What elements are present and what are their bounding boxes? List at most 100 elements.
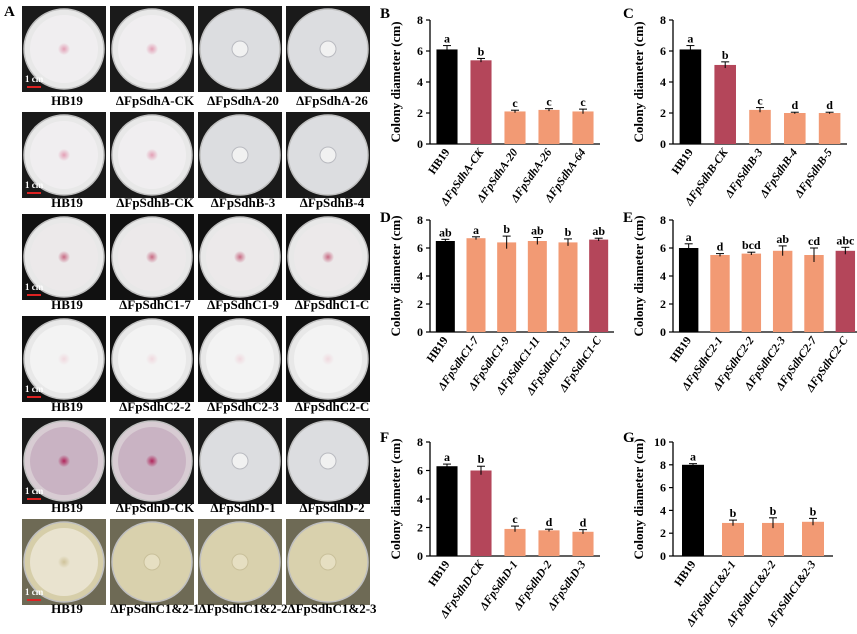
x-tick-label: HB19 xyxy=(426,147,452,177)
plate-caption-row: HB19 ΔFpSdhC1-7 ΔFpSdhC1-9 ΔFpSdhC1-C xyxy=(22,297,370,313)
significance-letter: a xyxy=(444,32,450,46)
colony-plate-photo xyxy=(198,418,282,504)
bar xyxy=(538,109,560,144)
bar-chart-panel: F 0 2 4 6 8 Colony diameter (cm) a HB19 b ΔFpSdhD-… xyxy=(378,428,606,634)
y-tick-label: 0 xyxy=(417,137,423,151)
y-tick-label: 2 xyxy=(660,526,666,540)
plate-caption-row: HB19 ΔFpSdhA-CK ΔFpSdhA-20 ΔFpSdhA-26 xyxy=(22,93,370,109)
plate-caption-row: HB19 ΔFpSdhD-CK ΔFpSdhD-1 ΔFpSdhD-2 xyxy=(22,500,370,516)
panel-letter: C xyxy=(623,6,634,22)
scale-bar xyxy=(27,294,41,296)
x-tick-label: HB19 xyxy=(426,559,452,589)
colony-plate-photo xyxy=(286,418,370,504)
x-tick-label: HB19 xyxy=(672,559,698,589)
strain-label: ΔFpSdhC2-2 xyxy=(119,399,191,414)
colony-plate-photo xyxy=(198,112,282,198)
bar xyxy=(818,113,841,144)
significance-letter: a xyxy=(690,450,696,464)
plate-row: 1 cm xyxy=(22,519,370,605)
bar xyxy=(436,49,458,145)
significance-letter: d xyxy=(546,515,553,529)
scale-bar xyxy=(27,192,41,194)
significance-letter: a xyxy=(687,32,693,46)
y-tick-label: 10 xyxy=(654,435,666,449)
scale-bar xyxy=(27,599,41,601)
y-axis-label: Colony diameter (cm) xyxy=(631,215,646,336)
y-tick-label: 2 xyxy=(417,106,423,120)
y-tick-label: 0 xyxy=(660,325,666,339)
panel-letter: E xyxy=(623,210,633,226)
significance-letter: a xyxy=(686,230,692,244)
strain-label: ΔFpSdhC1&2-2 xyxy=(198,601,288,616)
strain-label: ΔFpSdhC2-3 xyxy=(207,399,279,414)
significance-letter: ab xyxy=(776,232,789,246)
plate-row: 1 cm xyxy=(22,112,370,198)
y-tick-label: 6 xyxy=(417,464,423,478)
plate-caption-row: HB19 ΔFpSdhB-CK ΔFpSdhB-3 ΔFpSdhB-4 xyxy=(22,195,370,211)
significance-letter: a xyxy=(473,223,479,237)
colony-plate-photo: 1 cm xyxy=(22,519,106,605)
bar xyxy=(762,522,784,556)
bar-chart-panel: D 0 2 4 6 8 Colony diameter (cm) ab HB19 a ΔFpSdhC… xyxy=(378,208,620,410)
x-tick-label: HB19 xyxy=(425,335,451,365)
colony-plate-photo xyxy=(286,316,370,402)
panel-letter: D xyxy=(380,210,391,226)
colony-plate-photo xyxy=(286,214,370,300)
y-tick-label: 2 xyxy=(417,521,423,535)
bar-chart-panel: B 0 2 4 6 8 Colony diameter (cm) a HB19 b ΔFpSdhA-… xyxy=(378,4,606,222)
bar xyxy=(589,239,609,332)
y-tick-label: 4 xyxy=(660,503,666,517)
y-tick-label: 0 xyxy=(417,325,423,339)
bar-chart-panel: G 0 2 4 6 8 10 Colony diameter (cm) a HB19 b ΔFpSdh… xyxy=(621,428,839,634)
significance-letter: c xyxy=(546,95,552,109)
colony-plate-photo: 1 cm xyxy=(22,6,106,92)
significance-letter: cd xyxy=(808,234,820,248)
significance-letter: b xyxy=(478,452,485,466)
bar xyxy=(538,530,560,556)
strain-label: ΔFpSdhA-CK xyxy=(115,93,195,108)
scale-bar-label: 1 cm xyxy=(25,587,44,597)
y-tick-label: 6 xyxy=(660,44,666,58)
significance-letter: b xyxy=(810,504,817,518)
colony-plate-photo xyxy=(198,316,282,402)
y-tick-label: 6 xyxy=(417,44,423,58)
bar xyxy=(470,60,492,144)
strain-label: HB19 xyxy=(51,297,83,312)
y-axis-label: Colony diameter (cm) xyxy=(388,21,403,142)
y-tick-label: 2 xyxy=(660,106,666,120)
bar xyxy=(572,531,594,556)
significance-letter: abc xyxy=(836,233,855,247)
colony-plate-photo xyxy=(110,6,194,92)
significance-letter: c xyxy=(757,94,763,108)
y-axis-label: Colony diameter (cm) xyxy=(388,438,403,559)
colony-plate-photo: 1 cm xyxy=(22,112,106,198)
strain-label: ΔFpSdhD-CK xyxy=(115,500,195,515)
y-axis-label: Colony diameter (cm) xyxy=(388,215,403,336)
plate-row: 1 cm xyxy=(22,316,370,402)
strain-label: ΔFpSdhC1-9 xyxy=(207,297,279,312)
bar xyxy=(558,242,578,332)
bar xyxy=(504,111,526,144)
bar-chart-panel: C 0 2 4 6 8 Colony diameter (cm) a HB19 b ΔFpSdhB-… xyxy=(621,4,853,222)
significance-letter: c xyxy=(512,96,518,110)
significance-letter: c xyxy=(512,512,518,526)
bar xyxy=(722,522,744,556)
colony-plate-photo: 1 cm xyxy=(22,418,106,504)
bar xyxy=(678,248,699,332)
strain-label: ΔFpSdhB-CK xyxy=(116,195,194,210)
strain-label: ΔFpSdhD-2 xyxy=(299,500,365,515)
significance-letter: b xyxy=(478,44,485,58)
significance-letter: b xyxy=(565,225,572,239)
strain-label: HB19 xyxy=(51,601,83,616)
bar xyxy=(772,250,793,332)
bar xyxy=(466,238,486,332)
colony-plate-photo xyxy=(110,316,194,402)
plate-caption-row: HB19 ΔFpSdhC2-2 ΔFpSdhC2-3 ΔFpSdhC2-C xyxy=(22,399,370,415)
bar xyxy=(682,464,704,556)
bar xyxy=(436,466,458,556)
y-tick-label: 6 xyxy=(660,241,666,255)
